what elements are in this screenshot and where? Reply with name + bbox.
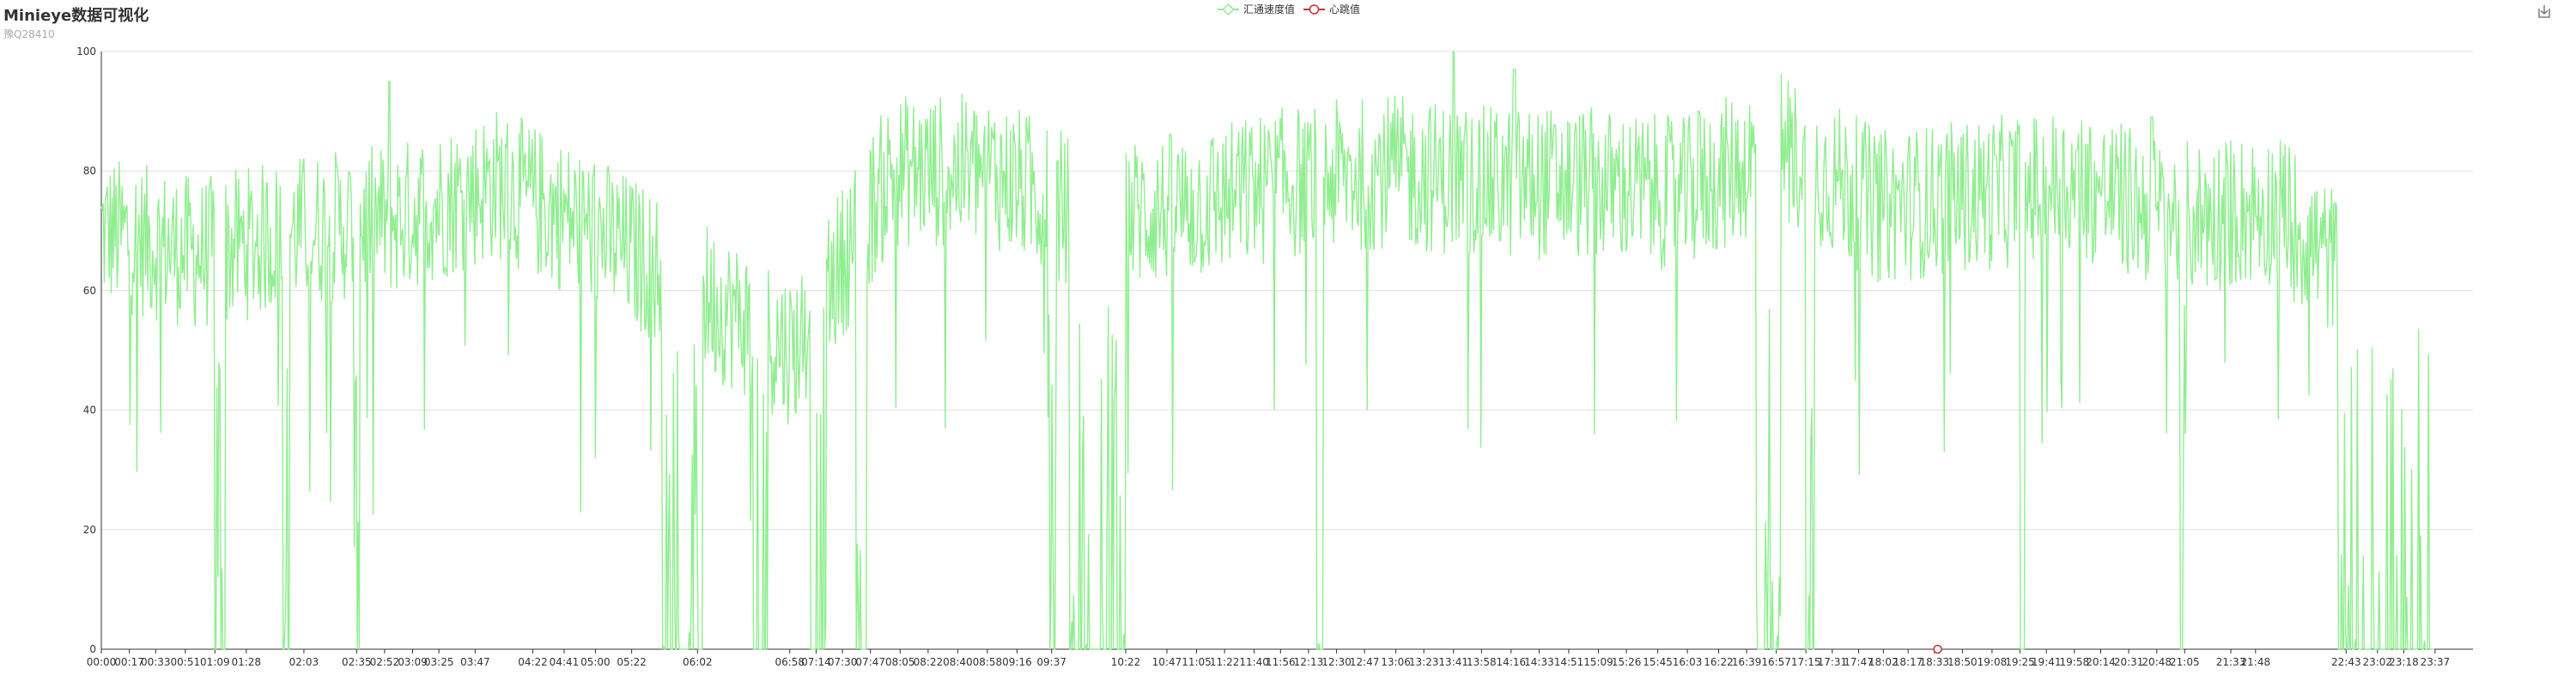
x-tick-label: 04:22: [518, 656, 548, 668]
x-tick-label: 20:48: [2142, 656, 2172, 668]
x-tick-label: 04:41: [550, 656, 580, 668]
x-tick-label: 07:14: [801, 656, 831, 668]
x-tick-label: 16:22: [1704, 656, 1734, 668]
x-tick-label: 12:47: [1350, 656, 1380, 668]
x-tick-label: 23:37: [2421, 656, 2451, 668]
x-tick-label: 09:16: [1002, 656, 1032, 668]
x-tick-label: 22:43: [2331, 656, 2361, 668]
x-tick-label: 01:09: [200, 656, 230, 668]
x-tick-label: 15:26: [1612, 656, 1642, 668]
x-tick-label: 10:22: [1111, 656, 1141, 668]
x-tick-label: 20:14: [2086, 656, 2116, 668]
x-tick-label: 19:41: [2032, 656, 2062, 668]
x-tick-label: 02:52: [370, 656, 400, 668]
x-tick-label: 17:31: [1818, 656, 1848, 668]
x-tick-label: 08:58: [973, 656, 1003, 668]
x-tick-label: 06:58: [775, 656, 805, 668]
x-tick-label: 11:22: [1210, 656, 1240, 668]
x-tick-label: 20:31: [2114, 656, 2144, 668]
x-tick-label: 02:35: [342, 656, 372, 668]
x-tick-label: 19:58: [2060, 656, 2090, 668]
x-tick-label: 08:40: [943, 656, 973, 668]
x-tick-label: 02:03: [289, 656, 319, 668]
x-tick-label: 14:51: [1554, 656, 1584, 668]
x-tick-label: 21:48: [2241, 656, 2271, 668]
x-tick-label: 03:09: [398, 656, 428, 668]
heartbeat-point: [1933, 644, 1942, 654]
x-tick-label: 21:33: [2216, 656, 2246, 668]
series-line-speed: [100, 51, 2435, 650]
x-tick-label: 16:57: [1761, 656, 1791, 668]
y-tick-label: 20: [83, 524, 96, 536]
x-tick-label: 14:33: [1524, 656, 1554, 668]
x-tick-label: 19:25: [2005, 656, 2035, 668]
x-tick-label: 11:40: [1239, 656, 1269, 668]
save-as-image-icon[interactable]: [2534, 3, 2555, 23]
legend-diamond-speed[interactable]: [1222, 3, 1235, 16]
x-tick-label: 13:41: [1438, 656, 1468, 668]
x-tick-label: 05:00: [580, 656, 611, 668]
x-tick-label: 18:33: [1919, 656, 1949, 668]
chart-title: Minieye数据可视化: [3, 7, 149, 25]
x-tick-label: 12:30: [1321, 656, 1352, 668]
x-tick-label: 19:08: [1978, 656, 2008, 668]
x-tick-label: 08:22: [914, 656, 944, 668]
x-tick-label: 11:05: [1182, 656, 1212, 668]
chart-subtitle: 豫Q28410: [3, 28, 55, 40]
legend-label-heartbeat[interactable]: 心跳值: [1329, 3, 1360, 15]
x-tick-label: 09:37: [1036, 656, 1066, 668]
x-tick-label: 06:02: [683, 656, 713, 668]
x-tick-label: 18:50: [1947, 656, 1978, 668]
y-tick-label: 60: [83, 284, 96, 296]
x-tick-label: 01:28: [231, 656, 261, 668]
x-tick-label: 12:13: [1294, 656, 1324, 668]
x-tick-label: 16:03: [1673, 656, 1703, 668]
y-tick-label: 0: [89, 643, 96, 655]
x-tick-label: 03:25: [424, 656, 454, 668]
x-tick-label: 15:09: [1583, 656, 1613, 668]
x-tick-label: 16:39: [1732, 656, 1762, 668]
y-tick-label: 80: [83, 165, 96, 177]
x-tick-label: 05:22: [617, 656, 647, 668]
y-tick-label: 100: [76, 46, 96, 58]
x-tick-label: 21:05: [2170, 656, 2200, 668]
x-tick-label: 10:47: [1152, 656, 1182, 668]
x-tick-label: 17:47: [1844, 656, 1874, 668]
x-tick-label: 03:47: [460, 656, 490, 668]
x-tick-label: 13:06: [1381, 656, 1411, 668]
x-tick-label: 23:02: [2362, 656, 2392, 668]
x-tick-label: 15:45: [1643, 656, 1673, 668]
x-tick-label: 11:56: [1266, 656, 1296, 668]
x-tick-label: 18:17: [1893, 656, 1923, 668]
x-tick-label: 23:18: [2389, 656, 2419, 668]
x-tick-label: 13:23: [1409, 656, 1439, 668]
x-tick-label: 18:02: [1868, 656, 1899, 668]
x-tick-label: 17:15: [1791, 656, 1821, 668]
y-tick-label: 40: [83, 404, 96, 416]
x-tick-label: 08:05: [885, 656, 915, 668]
legend-label-speed[interactable]: 汇通速度值: [1243, 3, 1295, 15]
x-tick-label: 00:17: [114, 656, 144, 668]
x-tick-label: 00:33: [141, 656, 171, 668]
x-tick-label: 14:16: [1497, 656, 1527, 668]
x-tick-label: 07:30: [828, 656, 858, 668]
x-tick-label: 00:51: [171, 656, 201, 668]
legend-circle-heartbeat[interactable]: [1309, 4, 1320, 15]
x-tick-label: 00:00: [87, 656, 117, 668]
x-tick-label: 13:58: [1467, 656, 1497, 668]
x-tick-label: 07:47: [855, 656, 885, 668]
